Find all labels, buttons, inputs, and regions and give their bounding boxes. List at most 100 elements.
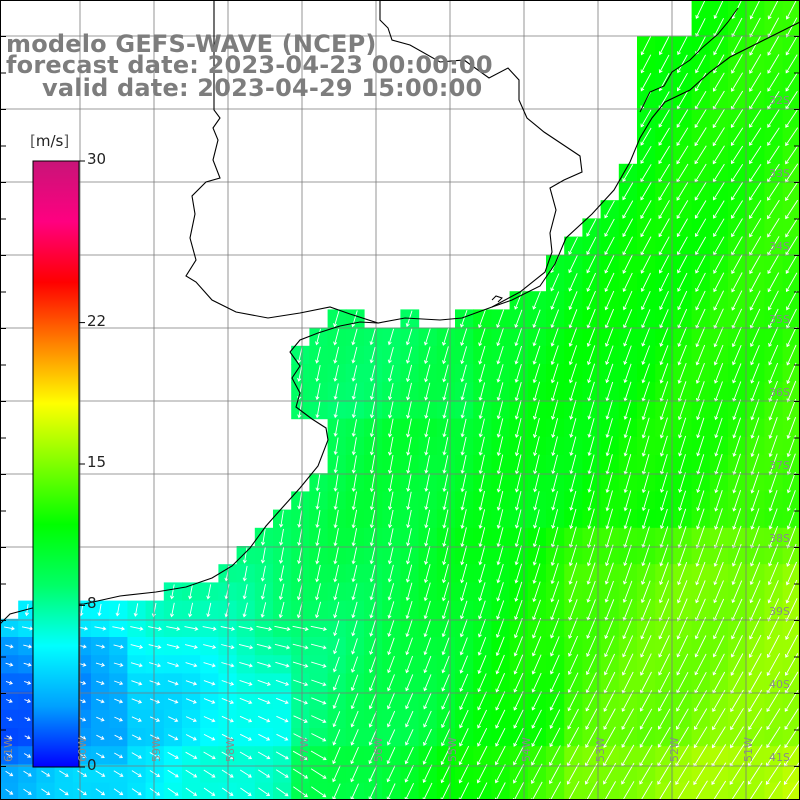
wind-arrow [550, 563, 559, 585]
wind-arrow [768, 399, 778, 421]
wind-arrow [442, 418, 449, 438]
wind-arrow [676, 127, 689, 147]
wind-arrow [459, 728, 469, 747]
wind-arrow [131, 680, 143, 686]
wind-arrow [292, 768, 309, 779]
wind-arrow [460, 473, 467, 493]
wind-arrow [496, 600, 505, 620]
wind-arrow [185, 751, 198, 760]
wind-arrow [460, 401, 467, 419]
longitude-label: 53W [594, 737, 607, 762]
wind-arrow [714, 417, 723, 439]
wind-arrow [766, 634, 780, 658]
wind-arrow [586, 327, 596, 348]
wind-arrow [405, 619, 413, 638]
wind-arrow [275, 751, 289, 760]
wind-speed-cell [200, 782, 219, 800]
wind-arrow [623, 508, 632, 530]
wind-arrow [732, 471, 742, 494]
wind-arrow [351, 401, 357, 419]
wind-arrow [168, 716, 179, 722]
wind-arrow [623, 327, 632, 347]
wind-arrow [369, 601, 376, 619]
wind-arrow [749, 127, 762, 146]
wind-arrow [659, 272, 670, 292]
wind-arrow [695, 218, 707, 238]
wind-arrow [785, 109, 798, 128]
wind-arrow [351, 455, 357, 474]
wind-arrow [242, 565, 248, 582]
wind-arrow [478, 418, 485, 438]
wind-arrow [368, 674, 377, 692]
wind-arrow [292, 643, 309, 650]
wind-arrow [514, 490, 522, 511]
wind-arrow [695, 290, 706, 311]
wind-arrow [568, 363, 577, 384]
wind-arrow [206, 602, 212, 618]
wind-arrow [478, 364, 486, 383]
wind-arrow [785, 145, 799, 165]
wind-arrow [785, 127, 799, 147]
wind-arrow [677, 561, 688, 586]
wind-arrow [387, 601, 395, 619]
wind-arrow [748, 653, 762, 676]
wind-arrow [422, 746, 433, 765]
wind-arrow [641, 399, 650, 421]
wind-arrow [695, 272, 706, 293]
wind-arrow [514, 581, 523, 602]
wind-arrow [676, 653, 689, 676]
wind-arrow [622, 635, 634, 658]
wind-arrow [657, 708, 671, 730]
wind-arrow [441, 619, 450, 638]
colorbar-tick-label: 8 [87, 594, 97, 613]
wind-arrow [658, 36, 670, 56]
wind-arrow [568, 291, 578, 311]
wind-arrow [640, 272, 651, 292]
wind-arrow [203, 662, 216, 668]
wind-arrow [749, 254, 762, 275]
wind-arrow [730, 689, 744, 713]
wind-arrow [641, 508, 650, 530]
wind-arrow [185, 680, 198, 686]
wind-arrow [351, 601, 358, 619]
wind-arrow [311, 733, 327, 742]
wind-arrow [531, 709, 542, 729]
wind-arrow [640, 635, 652, 658]
wind-arrow [297, 510, 303, 528]
wind-arrow [115, 603, 120, 617]
wind-arrow [278, 583, 285, 601]
wind-arrow [240, 787, 252, 796]
wind-arrow [477, 309, 486, 329]
wind-arrow [351, 620, 358, 637]
wind-arrow [351, 346, 358, 364]
wind-arrow [695, 344, 706, 366]
wind-arrow [387, 401, 394, 419]
wind-arrow [114, 752, 124, 759]
wind-arrow [405, 346, 413, 364]
wind-arrow [622, 580, 633, 603]
wind-arrow [713, 200, 725, 219]
wind-arrow [587, 490, 595, 512]
wind-arrow [279, 528, 284, 546]
wind-arrow [532, 545, 541, 566]
wind-arrow [405, 364, 413, 383]
wind-arrow [221, 715, 234, 723]
wind-arrow [767, 290, 779, 311]
wind-arrow [586, 562, 596, 585]
wind-arrow [387, 418, 394, 438]
wind-arrow [258, 787, 271, 796]
wind-arrow [406, 455, 412, 474]
wind-arrow [424, 382, 431, 401]
wind-arrow [333, 383, 339, 400]
wind-arrow [220, 626, 236, 631]
wind-arrow [169, 584, 175, 600]
wind-arrow [622, 254, 633, 274]
wind-arrow [584, 762, 598, 785]
wind-arrow [310, 768, 327, 779]
wind-arrow [332, 693, 341, 709]
wind-arrow [731, 72, 743, 92]
colorbar [32, 160, 85, 768]
wind-arrow [551, 491, 558, 511]
wind-arrow [567, 654, 579, 675]
wind-arrow [731, 254, 743, 275]
